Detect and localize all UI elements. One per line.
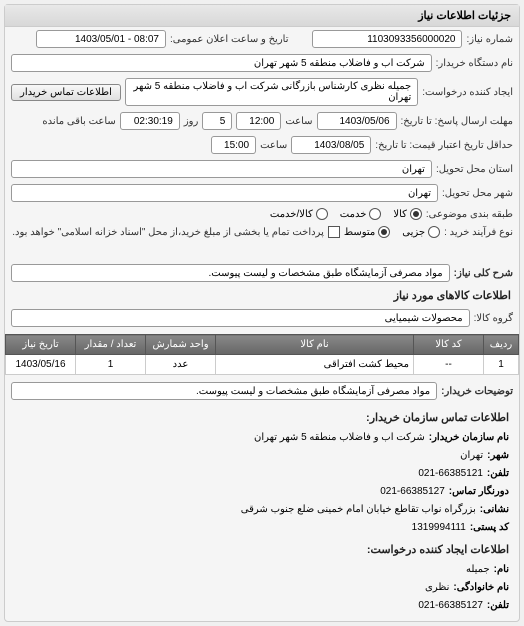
cell-code: --: [414, 355, 484, 375]
delivery-city: تهران: [11, 184, 438, 202]
creator-section-title: اطلاعات ایجاد کننده درخواست:: [15, 541, 509, 561]
col-code: کد کالا: [414, 335, 484, 355]
datetime-field: 08:07 - 1403/05/01: [36, 30, 166, 48]
time-label-1: ساعت: [285, 116, 312, 127]
radio-goods-label: کالا: [393, 209, 407, 220]
cell-unit: عدد: [146, 355, 216, 375]
cell-qty: 1: [76, 355, 146, 375]
creator-family-label: نام خانوادگی:: [453, 579, 509, 597]
validity-time: 15:00: [211, 136, 256, 154]
buyer-org-field: شرکت اب و فاضلاب منطقه 5 شهر تهران: [11, 54, 432, 72]
table-row[interactable]: 1 -- محیط کشت افتراقی عدد 1 1403/05/16: [6, 355, 519, 375]
validity-date: 1403/08/05: [291, 136, 371, 154]
requester-label: ایجاد کننده درخواست:: [422, 87, 513, 98]
radio-small[interactable]: جزیی: [402, 226, 440, 238]
main-desc-label: شرح کلی نیاز:: [454, 268, 513, 279]
requester-field: جمیله نظری کارشناس بازرگانی شرکت اب و فا…: [125, 78, 418, 106]
city-value: تهران: [460, 447, 483, 465]
payment-checkbox[interactable]: [328, 226, 340, 238]
col-num: ردیف: [484, 335, 519, 355]
day-label: روز: [184, 116, 199, 127]
contact-section-title: اطلاعات تماس سازمان خریدار:: [15, 409, 509, 429]
address-label: نشانی:: [480, 501, 509, 519]
number-field: 1103093356000020: [312, 30, 462, 48]
col-date: تاریخ نیاز: [6, 335, 76, 355]
main-panel: جزئیات اطلاعات نیاز شماره نیاز: 11030933…: [4, 4, 520, 622]
goods-table: ردیف کد کالا نام کالا واحد شمارش تعداد /…: [5, 334, 519, 375]
postal-label: کد پستی:: [470, 519, 509, 537]
category-radio-group: کالا خدمت کالا/خدمت: [270, 208, 422, 220]
cell-date: 1403/05/16: [6, 355, 76, 375]
radio-goods-service-icon: [316, 208, 328, 220]
org-name-label: نام سازمان خریدار:: [429, 429, 509, 447]
process-radio-group: جزیی متوسط: [344, 226, 440, 238]
category-label: طبقه بندی موضوعی:: [426, 209, 513, 220]
postal-value: 1319994111: [412, 519, 466, 537]
remaining-days: 5: [202, 112, 232, 130]
validity-label: حداقل تاریخ اعتبار قیمت: تا تاریخ:: [375, 140, 513, 151]
col-qty: تعداد / مقدار: [76, 335, 146, 355]
cell-name: محیط کشت افتراقی: [216, 355, 414, 375]
fax-label: دورنگار تماس:: [449, 483, 509, 501]
goods-section-title: اطلاعات کالاهای مورد نیاز: [5, 285, 519, 306]
radio-service-icon: [369, 208, 381, 220]
main-desc-field: مواد مصرفی آزمایشگاه طبق مشخصات و لیست پ…: [11, 264, 450, 282]
creator-family-value: نظری: [425, 579, 449, 597]
radio-goods-service-label: کالا/خدمت: [270, 209, 313, 220]
contact-info-button[interactable]: اطلاعات تماس خریدار: [11, 84, 121, 101]
radio-small-icon: [428, 226, 440, 238]
org-name-value: شرکت اب و فاضلاب منطقه 5 شهر تهران: [254, 429, 425, 447]
delivery-state: تهران: [11, 160, 432, 178]
radio-goods-icon: [410, 208, 422, 220]
col-unit: واحد شمارش: [146, 335, 216, 355]
remaining-time: 02:30:19: [120, 112, 180, 130]
number-label: شماره نیاز:: [466, 34, 513, 45]
col-name: نام کالا: [216, 335, 414, 355]
goods-group-field: محصولات شیمیایی: [11, 309, 470, 327]
deadline-label: مهلت ارسال پاسخ: تا تاریخ:: [401, 116, 513, 127]
radio-medium-label: متوسط: [344, 227, 375, 238]
buyer-notes-label: توضیحات خریدار:: [441, 386, 513, 397]
radio-medium[interactable]: متوسط: [344, 226, 390, 238]
deadline-time: 12:00: [236, 112, 281, 130]
city-label: شهر:: [487, 447, 509, 465]
goods-group-label: گروه کالا:: [474, 313, 513, 324]
panel-title: جزئیات اطلاعات نیاز: [5, 5, 519, 27]
radio-goods-service[interactable]: کالا/خدمت: [270, 208, 328, 220]
contact-info-section: اطلاعات تماس سازمان خریدار: نام سازمان خ…: [5, 403, 519, 621]
phone-label: تلفن:: [487, 465, 509, 483]
time-label-2: ساعت: [260, 140, 287, 151]
phone-value: 021-66385121: [418, 465, 483, 483]
radio-service-label: خدمت: [340, 209, 367, 220]
deadline-date: 1403/05/06: [317, 112, 397, 130]
creator-phone-label: تلفن:: [487, 597, 509, 615]
cell-num: 1: [484, 355, 519, 375]
delivery-city-label: شهر محل تحویل:: [442, 188, 513, 199]
radio-service[interactable]: خدمت: [340, 208, 382, 220]
process-label: نوع فرآیند خرید :: [444, 227, 513, 238]
address-value: بزرگراه نواب تقاطع خیابان امام خمینی ضلع…: [241, 501, 476, 519]
buyer-org-label: نام دستگاه خریدار:: [436, 58, 513, 69]
creator-phone-value: 021-66385127: [418, 597, 483, 615]
datetime-label: تاریخ و ساعت اعلان عمومی:: [170, 34, 289, 45]
radio-medium-icon: [378, 226, 390, 238]
radio-small-label: جزیی: [402, 227, 425, 238]
buyer-notes-field: مواد مصرفی آزمایشگاه طبق مشخصات و لیست پ…: [11, 382, 437, 400]
payment-note: پرداخت تمام یا بخشی از مبلغ خرید،از محل …: [12, 227, 324, 238]
fax-value: 021-66385127: [380, 483, 445, 501]
radio-goods[interactable]: کالا: [393, 208, 422, 220]
delivery-state-label: استان محل تحویل:: [436, 164, 513, 175]
remaining-label: ساعت باقی مانده: [42, 116, 115, 127]
